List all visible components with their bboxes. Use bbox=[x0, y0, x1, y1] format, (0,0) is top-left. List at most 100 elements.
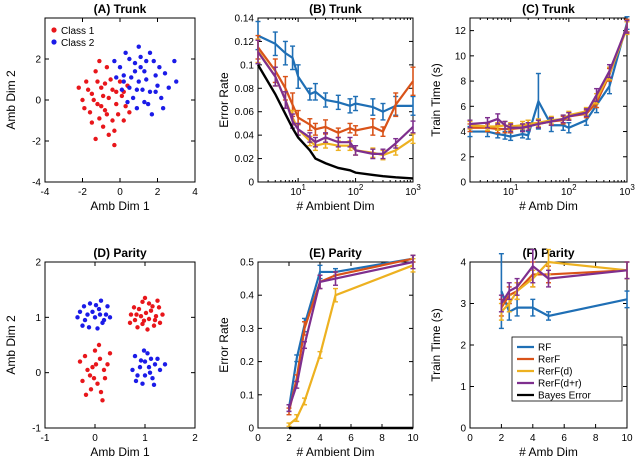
y-tick-label-E: 0.3 bbox=[240, 324, 254, 335]
class-1-point bbox=[100, 398, 105, 403]
y-tick-label-B: 0.02 bbox=[235, 154, 255, 165]
class-1-point bbox=[114, 101, 119, 107]
class-2-point bbox=[95, 326, 100, 331]
class-2-point bbox=[123, 50, 128, 56]
y-tick-label-E: 0 bbox=[248, 424, 254, 435]
panel-B: (B) Trunk # Ambient Dim Error Rate bbox=[217, 2, 416, 213]
x-tick-label-E: 10 bbox=[407, 433, 419, 444]
x-tick-label-A: 4 bbox=[192, 187, 198, 198]
class-2-point bbox=[162, 71, 168, 76]
class-2-point bbox=[140, 381, 145, 386]
class-1-point bbox=[97, 58, 102, 64]
class-1-point bbox=[135, 325, 140, 330]
x-tick-label-D: 1 bbox=[142, 433, 148, 444]
class-1-point bbox=[97, 116, 102, 121]
class-1-point bbox=[128, 312, 134, 317]
y-tick-label-F: 0 bbox=[460, 424, 466, 435]
series-line-rerf bbox=[470, 25, 629, 131]
class-2-point bbox=[127, 56, 132, 62]
class-2-point bbox=[174, 79, 179, 84]
class-2-point bbox=[130, 367, 135, 373]
y-tick-label-C: 8 bbox=[460, 77, 466, 88]
class-2-point bbox=[121, 73, 126, 78]
class-1-point bbox=[127, 320, 133, 326]
y-tick-label-C: 0 bbox=[460, 178, 466, 189]
class-2-point bbox=[172, 58, 177, 64]
y-tick-label-A: -2 bbox=[32, 137, 41, 148]
legend-label-rerf-d: RerF(d) bbox=[538, 367, 572, 378]
class-2-point bbox=[134, 87, 140, 92]
class-2-point bbox=[151, 382, 157, 388]
x-tick-label-A: -4 bbox=[41, 187, 50, 198]
class-2-point bbox=[133, 378, 139, 384]
class-1-point bbox=[142, 295, 148, 301]
class-1-point bbox=[148, 308, 154, 313]
class-1-point bbox=[91, 376, 97, 381]
y-tick-label-B: 0.06 bbox=[235, 107, 255, 118]
panel-title-C: (C) Trunk bbox=[522, 2, 575, 16]
class-1-point bbox=[92, 348, 98, 353]
y-tick-label-A: -4 bbox=[32, 178, 41, 189]
legend-label-rf: RF bbox=[538, 343, 551, 354]
y-tick-label-E: 0.4 bbox=[240, 291, 254, 302]
y-tick-label-C: 4 bbox=[460, 127, 466, 138]
class-2-point bbox=[119, 87, 125, 92]
series-line-rf bbox=[287, 257, 414, 409]
class-1-point bbox=[84, 79, 89, 84]
class-1-point bbox=[145, 327, 150, 332]
class-1-point bbox=[146, 301, 152, 306]
class-2-point bbox=[141, 348, 147, 353]
series-line-bayes-error bbox=[256, 64, 414, 180]
plot-frame-D bbox=[44, 261, 196, 429]
class-2-point bbox=[145, 351, 150, 356]
class-2-point bbox=[132, 353, 138, 359]
class-1-point bbox=[89, 120, 95, 125]
y-tick-label-B: 0.04 bbox=[235, 131, 255, 142]
class-2-point bbox=[135, 373, 140, 378]
y-tick-label-C: 2 bbox=[460, 152, 466, 163]
x-tick-label-E: 2 bbox=[286, 433, 292, 444]
class-1-point bbox=[153, 314, 159, 319]
y-axis-label-C: Train Time (s) bbox=[429, 63, 443, 137]
x-tick-label-F: 4 bbox=[530, 433, 536, 444]
x-tick-label-E: 4 bbox=[317, 433, 323, 444]
plot-frame-E bbox=[257, 261, 414, 429]
class-1-point bbox=[123, 103, 128, 109]
class-2-point bbox=[162, 362, 168, 367]
panel-title-E: (E) Parity bbox=[309, 246, 362, 260]
class-2-point bbox=[145, 101, 151, 107]
class-1-point bbox=[95, 381, 100, 386]
y-tick-label-F: 2 bbox=[460, 341, 466, 352]
class-1-point bbox=[76, 85, 81, 90]
class-2-point bbox=[138, 65, 143, 70]
y-tick-label-D: 1 bbox=[35, 313, 41, 324]
class-2-point bbox=[121, 79, 126, 84]
class-1-point bbox=[82, 353, 88, 359]
class-2-point bbox=[77, 309, 83, 314]
class-2-point bbox=[144, 77, 149, 82]
class-2-point bbox=[75, 315, 80, 320]
class-1-point bbox=[112, 142, 117, 148]
y-tick-label-F: 3 bbox=[460, 299, 466, 310]
y-tick-label-F: 1 bbox=[460, 382, 466, 393]
class-2-point bbox=[155, 356, 160, 362]
y-tick-label-E: 0.1 bbox=[240, 390, 254, 401]
series-line-rerf-d bbox=[500, 260, 628, 313]
y-axis-label-A: Amb Dim 2 bbox=[4, 70, 18, 130]
panel-C: (C) Trunk # Amb Dim Train Time (s) bbox=[429, 2, 630, 213]
class-2-point bbox=[151, 58, 156, 64]
class-2-point bbox=[142, 99, 147, 105]
class-1-point bbox=[97, 356, 103, 362]
class-1-point bbox=[96, 342, 102, 348]
x-tick-label-F: 10 bbox=[621, 433, 633, 444]
class-1-point bbox=[91, 97, 96, 103]
class-2-point bbox=[92, 315, 98, 320]
series-line-rerf bbox=[287, 257, 414, 412]
class-2-point bbox=[112, 58, 117, 64]
y-tick-label-D: 2 bbox=[35, 258, 41, 269]
x-tick-label-F: 6 bbox=[561, 433, 567, 444]
x-tick-label-D: 2 bbox=[192, 433, 198, 444]
legend-marker-class-2 bbox=[51, 39, 57, 45]
class-2-point bbox=[103, 312, 109, 317]
class-1-point bbox=[87, 373, 93, 378]
